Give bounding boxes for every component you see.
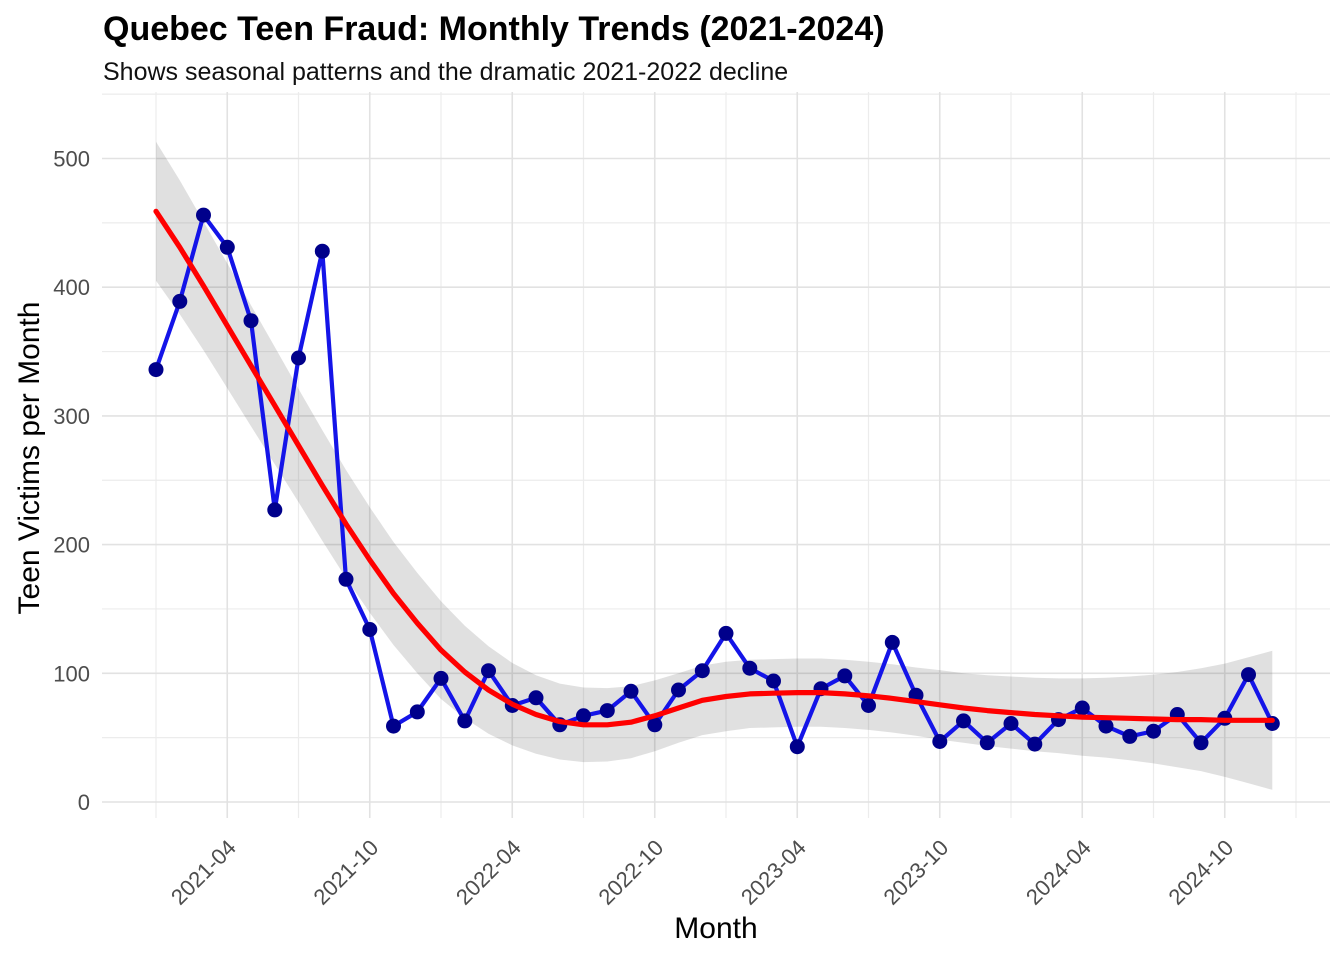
- data-point: [671, 682, 686, 698]
- data-point: [742, 660, 758, 676]
- x-tick-label: 2023-10: [879, 835, 954, 910]
- x-axis-title: Month: [674, 912, 758, 945]
- confidence-band: [156, 141, 1273, 790]
- data-point: [623, 683, 639, 699]
- data-point: [718, 625, 734, 641]
- data-point: [1003, 716, 1019, 731]
- y-tick-label: 100: [53, 661, 90, 686]
- y-tick-label: 500: [53, 147, 90, 172]
- data-point: [291, 350, 306, 366]
- data-point: [861, 698, 876, 713]
- data-point: [932, 734, 948, 749]
- data-point: [956, 713, 971, 729]
- data-point: [362, 622, 378, 637]
- x-tick-label: 2022-04: [451, 835, 526, 910]
- data-point: [1193, 735, 1209, 751]
- x-tick-label: 2024-04: [1021, 835, 1096, 910]
- y-tick-label: 300: [53, 404, 90, 429]
- data-point: [219, 239, 235, 255]
- data-point: [766, 673, 781, 689]
- data-point: [409, 704, 425, 720]
- grid-minor: [102, 92, 1330, 818]
- data-point: [1241, 667, 1256, 683]
- x-tick-label: 2024-10: [1164, 835, 1239, 910]
- data-point: [172, 293, 188, 309]
- y-axis-title: Teen Victims per Month: [13, 301, 46, 615]
- data-point: [1122, 728, 1138, 744]
- data-point: [647, 717, 663, 733]
- data-point: [386, 718, 401, 734]
- data-point: [837, 668, 853, 684]
- x-tick-label: 2022-10: [594, 835, 669, 910]
- y-tick-label: 0: [78, 790, 90, 815]
- y-tick-label: 200: [53, 533, 90, 558]
- data-point: [314, 243, 330, 259]
- data-point: [1074, 700, 1090, 716]
- data-point: [1027, 736, 1043, 752]
- data-point: [196, 207, 211, 223]
- data-point: [1098, 718, 1114, 734]
- y-axis-tick-labels: 0 100 200 300 400 500: [53, 147, 90, 816]
- data-point: [481, 663, 496, 679]
- y-tick-label: 400: [53, 275, 90, 300]
- data-point: [528, 690, 544, 706]
- data-point: [884, 634, 900, 650]
- x-tick-label: 2021-04: [166, 835, 241, 910]
- data-point: [789, 739, 805, 755]
- data-point: [148, 362, 164, 378]
- data-point: [979, 735, 995, 751]
- data-point: [457, 713, 473, 729]
- chart-title: Quebec Teen Fraud: Monthly Trends (2021-…: [103, 10, 885, 48]
- grid-major: [102, 92, 1330, 818]
- trend-line: [153, 208, 1275, 728]
- data-point: [338, 571, 354, 587]
- data-point: [1146, 723, 1161, 739]
- x-axis-tick-labels: 2021-04 2021-10 2022-04 2022-10 2023-04 2023-…: [166, 835, 1238, 910]
- x-tick-label: 2023-04: [736, 835, 811, 910]
- data-point: [243, 313, 259, 329]
- x-tick-label: 2021-10: [309, 835, 384, 910]
- chart-subtitle: Shows seasonal patterns and the dramatic…: [103, 58, 789, 86]
- data-point: [599, 703, 615, 719]
- data-point: [694, 663, 710, 679]
- data-point: [576, 708, 591, 724]
- data-point: [267, 502, 283, 518]
- data-point: [433, 670, 449, 686]
